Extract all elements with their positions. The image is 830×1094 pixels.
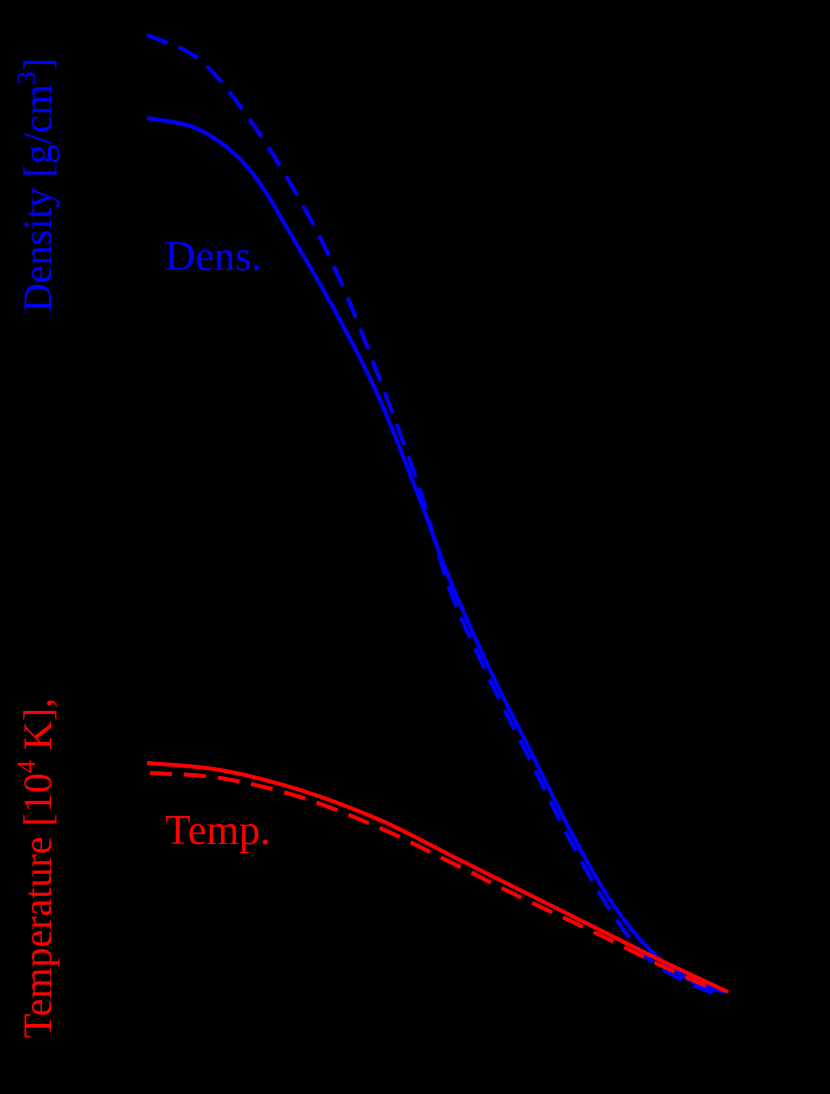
y-axis-label-density: Density [g/cm3] [12, 57, 60, 312]
density-label-text: Density [g/cm [15, 84, 60, 312]
annotation-temperature: Temp. [165, 808, 271, 854]
y-axis-label-temperature: Temperature [104 K], [12, 697, 60, 1038]
series-layer [146, 33, 729, 995]
annotation-density: Dens. [165, 234, 262, 280]
density-label-sup: 3 [12, 71, 41, 85]
series-line-3 [149, 771, 716, 992]
temperature-label-sup: 4 [12, 760, 41, 774]
series-line-1 [146, 33, 721, 995]
temperature-label-text: Temperature [10 [15, 773, 60, 1038]
series-line-0 [146, 116, 726, 994]
temperature-label-close: K], [15, 697, 60, 761]
series-line-2 [146, 761, 729, 994]
density-label-close: ] [15, 57, 60, 72]
